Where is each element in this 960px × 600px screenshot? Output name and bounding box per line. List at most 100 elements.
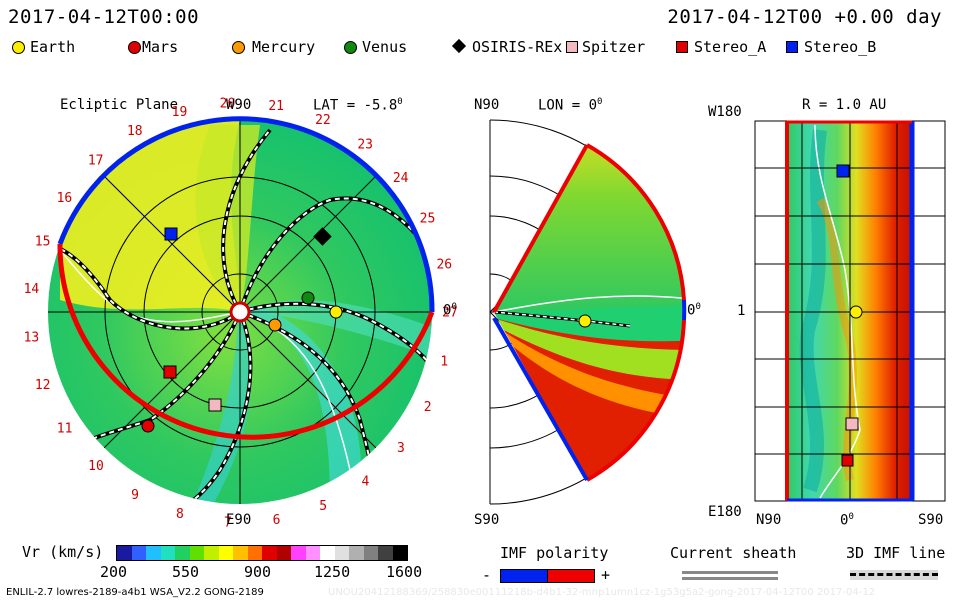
- meridional-rim-bottom: [492, 317, 589, 481]
- ecliptic-stereo-b-marker: [164, 227, 178, 241]
- ecliptic-osiris-rex-marker: [313, 227, 332, 246]
- carrington-label: 16: [57, 191, 73, 206]
- carrington-label: 5: [319, 499, 327, 514]
- carrington-label: 6: [273, 513, 281, 528]
- colorbar-segment: [175, 546, 190, 560]
- colorbar-segment: [378, 546, 393, 560]
- carrington-label: 7: [224, 516, 232, 531]
- meridional-lon-label: LON = 00: [538, 97, 603, 114]
- legend-label: Mars: [142, 38, 179, 56]
- colorbar-segment: [189, 546, 204, 560]
- radial-r-label: R = 1.0 AU: [802, 97, 887, 113]
- ecliptic-zero-label: 00: [443, 302, 457, 319]
- colorbar-tick: 1600: [386, 563, 423, 581]
- imf-3d-dash-line: [850, 573, 938, 576]
- legend-label: Stereo_A: [694, 38, 767, 56]
- radial-stereo-b-marker: [836, 164, 850, 178]
- radial-spitzer-marker: [845, 417, 859, 431]
- carrington-label: 22: [315, 113, 331, 128]
- imf-polarity-label: IMF polarity: [500, 544, 609, 562]
- carrington-label: 8: [176, 507, 184, 522]
- mars-marker-icon: [128, 41, 141, 54]
- ecliptic-w90-label: W90: [226, 97, 252, 113]
- carrington-label: 2: [424, 400, 432, 415]
- carrington-label: 27: [442, 306, 458, 321]
- carrington-label: 17: [88, 153, 104, 168]
- stereo-b-marker-icon: [786, 41, 798, 53]
- carrington-label: 13: [24, 331, 40, 346]
- current-sheath-label: Current sheath: [670, 544, 797, 562]
- colorbar-segment: [146, 546, 161, 560]
- ecliptic-spitzer-marker: [208, 398, 222, 412]
- colorbar-segment: [160, 546, 175, 560]
- radial-e180-label: E180: [708, 504, 742, 520]
- colorbar-segment: [291, 546, 306, 560]
- carrington-label: 12: [35, 378, 51, 393]
- osiris-rex-marker-icon: [451, 38, 467, 54]
- colorbar-segment: [117, 546, 132, 560]
- meridional-rim-arc-positive-lower: [586, 319, 686, 482]
- ecliptic-earth-marker: [329, 305, 343, 319]
- legend-label: OSIRIS-REx: [472, 38, 563, 56]
- imf-plus: +: [601, 566, 611, 584]
- colorbar-segment: [218, 546, 233, 560]
- ecliptic-venus-marker: [301, 291, 315, 305]
- mercury-marker-icon: [232, 41, 245, 54]
- earth-marker-icon: [12, 41, 25, 54]
- colorbar-segment: [320, 546, 335, 560]
- imf-3d-swatch: [850, 570, 938, 580]
- carrington-label: 26: [436, 257, 452, 272]
- meridional-plane-chart: [489, 119, 687, 505]
- radial-w180-label: W180: [708, 104, 742, 120]
- legend-label: Spitzer: [582, 38, 646, 56]
- sun-marker: [229, 301, 251, 323]
- carrington-label: 15: [35, 234, 51, 249]
- imf-3d-label: 3D IMF line: [846, 544, 946, 562]
- spitzer-marker-icon: [566, 41, 578, 53]
- meridional-earth-marker: [578, 314, 592, 328]
- carrington-label: 10: [88, 459, 104, 474]
- colorbar-segment: [363, 546, 378, 560]
- current-sheath-line: [682, 571, 778, 574]
- carrington-label: 18: [127, 124, 143, 139]
- meridional-velocity-field: [494, 145, 685, 480]
- carrington-label: 25: [420, 212, 436, 227]
- radial-n90-label: N90: [756, 512, 782, 528]
- meridional-rim-arc-positive: [586, 143, 686, 301]
- carrington-label: 24: [393, 171, 409, 186]
- colorbar-label: Vr (km/s): [22, 543, 104, 561]
- legend-label: Venus: [362, 38, 408, 56]
- carrington-label: 4: [361, 474, 369, 489]
- meridional-zero-label: 00: [687, 302, 701, 319]
- ecliptic-mars-marker: [141, 419, 155, 433]
- imf-minus: -: [482, 566, 492, 584]
- carrington-label: 9: [131, 488, 139, 503]
- footer-run-info: ENLIL-2.7 lowres-2189-a4b1 WSA_V2.2 GONG…: [6, 587, 264, 598]
- imf-polarity-rim-negative: [57, 116, 435, 313]
- colorbar-segment: [233, 546, 248, 560]
- stereo-a-marker-icon: [676, 41, 688, 53]
- imf-negative-swatch: [500, 569, 548, 583]
- colorbar-segment: [305, 546, 320, 560]
- current-sheath-line: [682, 577, 778, 580]
- velocity-colorbar: [116, 545, 408, 561]
- ecliptic-mercury-marker: [268, 318, 282, 332]
- meridional-n90-label: N90: [474, 97, 500, 113]
- venus-marker-icon: [344, 41, 357, 54]
- colorbar-segment: [334, 546, 349, 560]
- carrington-label: 20: [220, 96, 236, 111]
- ecliptic-e90-label: E90: [226, 512, 252, 528]
- colorbar-segment: [204, 546, 219, 560]
- meridional-rim-top: [492, 144, 589, 313]
- carrington-label: 11: [57, 422, 73, 437]
- radial-one-label: 1: [737, 303, 746, 319]
- colorbar-segment: [262, 546, 277, 560]
- colorbar-segment: [276, 546, 291, 560]
- carrington-label: 23: [357, 137, 373, 152]
- carrington-label: 21: [268, 99, 284, 114]
- colorbar-segment: [392, 546, 407, 560]
- radial-map-chart: [754, 120, 946, 502]
- colorbar-tick: 1250: [314, 563, 351, 581]
